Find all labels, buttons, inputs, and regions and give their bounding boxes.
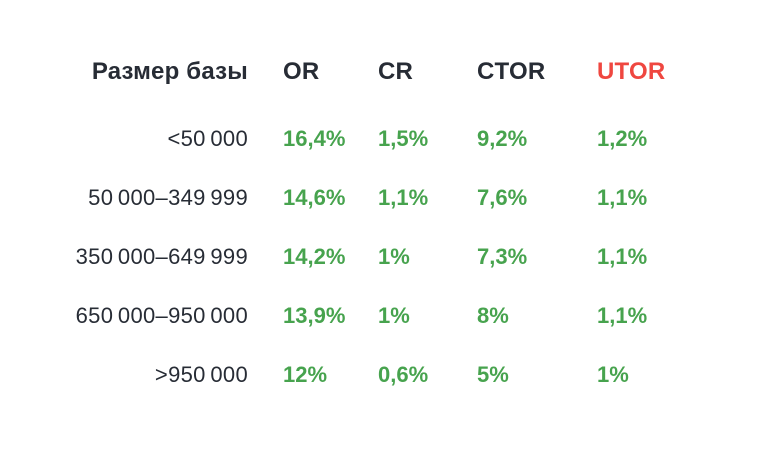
row-label: >950 000 — [154, 361, 248, 387]
row-label: <50 000 — [167, 125, 248, 151]
column-header-utor: UTOR — [597, 58, 666, 85]
column-header-or: OR — [283, 58, 320, 85]
cell-cr: 0,6% — [378, 361, 429, 387]
column-header-ctor: CTOR — [477, 58, 546, 85]
row-label: 650 000–950 000 — [75, 302, 248, 328]
cell-cr: 1% — [378, 302, 410, 328]
cell-utor: 1,2% — [597, 125, 648, 151]
cell-or: 14,6% — [283, 184, 346, 210]
cell-ctor: 7,3% — [477, 243, 528, 269]
table-row: 350 000–649 999 14,2% 1% 7,3% 1,1% — [0, 227, 760, 286]
cell-utor: 1,1% — [597, 243, 648, 269]
column-header-base-size: Размер базы — [91, 58, 248, 85]
cell-or: 13,9% — [283, 302, 346, 328]
table-row: 50 000–349 999 14,6% 1,1% 7,6% 1,1% — [0, 168, 760, 227]
cell-ctor: 9,2% — [477, 125, 528, 151]
cell-or: 14,2% — [283, 243, 346, 269]
cell-or: 16,4% — [283, 125, 346, 151]
table-row: 650 000–950 000 13,9% 1% 8% 1,1% — [0, 286, 760, 345]
cell-utor: 1% — [597, 361, 629, 387]
cell-ctor: 7,6% — [477, 184, 528, 210]
table-row: <50 000 16,4% 1,5% 9,2% 1,2% — [0, 109, 760, 168]
cell-or: 12% — [283, 361, 328, 387]
cell-ctor: 8% — [477, 302, 509, 328]
cell-ctor: 5% — [477, 361, 509, 387]
cell-cr: 1,5% — [378, 125, 429, 151]
table-header-row: Размер базы OR CR CTOR UTOR — [0, 43, 760, 101]
table-row: >950 000 12% 0,6% 5% 1% — [0, 345, 760, 404]
cell-utor: 1,1% — [597, 184, 648, 210]
column-header-cr: CR — [378, 58, 414, 85]
cell-cr: 1% — [378, 243, 410, 269]
row-label: 350 000–649 999 — [75, 243, 248, 269]
row-label: 50 000–349 999 — [88, 184, 248, 210]
cell-cr: 1,1% — [378, 184, 429, 210]
cell-utor: 1,1% — [597, 302, 648, 328]
